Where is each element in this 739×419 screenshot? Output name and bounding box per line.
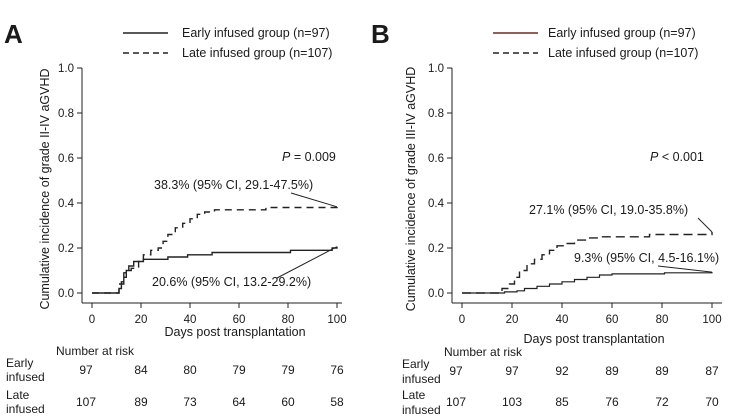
panel-b-risk-value: 76	[605, 395, 619, 409]
panel-b-legend-late-label: Late infused group (n=107)	[548, 46, 698, 60]
panel-b-risk-value: 72	[655, 395, 669, 409]
panel-a-legend-early-label: Early infused group (n=97)	[182, 26, 330, 40]
panel-a-y-axis-label: Cumulative incidence of grade II-IV aGVH…	[38, 68, 52, 309]
panel-b-leader-late	[697, 217, 713, 233]
panel-b-risk-value: 107	[446, 395, 466, 409]
panel-b-x-tick-label: 0	[459, 314, 465, 326]
panel-a-annotation-late: 38.3% (95% CI, 29.1-47.5%)	[154, 178, 313, 192]
panel-a-letter: A	[4, 19, 23, 49]
panel-a-leader-early	[276, 246, 338, 279]
panel-b-y-tick-label: 0.2	[428, 243, 444, 255]
panel-b-risk-value: 103	[502, 395, 522, 409]
panel-a-x-ticks: 0 20 40 60 80 100	[89, 303, 347, 326]
panel-b-risk-value: 85	[555, 395, 569, 409]
panel-a-curve-early	[92, 246, 338, 294]
panel-b-risk-value: 89	[655, 364, 669, 378]
panel-b-risk-value: 92	[555, 364, 569, 378]
panel-a-annotation-early: 20.6% (95% CI, 13.2-29.2%)	[152, 275, 311, 289]
panel-a-x-tick-label: 100	[327, 314, 346, 326]
panel-a-risk-table: Number at risk Early infused Late infuse…	[6, 344, 344, 416]
panel-a-risk-value: 58	[330, 395, 344, 409]
panel-a-risk-value: 79	[232, 363, 246, 377]
panel-a-risk-value: 64	[232, 395, 246, 409]
panel-a-risk-value: 60	[281, 395, 295, 409]
panel-a-risk-value: 89	[134, 395, 148, 409]
panel-b-y-axis-label: Cumulative incidence of grade III-IV aGV…	[404, 67, 418, 312]
panel-a-x-tick-label: 20	[135, 314, 148, 326]
panel-b-y-tick-label: 0.0	[428, 288, 444, 300]
panel-b-risk-value: 70	[705, 395, 719, 409]
panel-b-p-value: P < 0.001	[650, 150, 704, 164]
panel-a-legend-late-label: Late infused group (n=107)	[182, 46, 332, 60]
panel-b-risk-row-early-label-line2: infused	[402, 372, 441, 386]
panel-a-x-tick-label: 0	[89, 314, 95, 326]
panel-a-risk-row-late-label-line1: Late	[6, 388, 30, 402]
panel-b-p-text: < 0.001	[658, 150, 704, 164]
panel-a-risk-value: 107	[76, 395, 96, 409]
panel-a-leader-late	[290, 192, 338, 208]
panel-a-x-tick-label: 40	[184, 314, 197, 326]
panel-a-risk-row-late-label-line2: infused	[6, 402, 45, 416]
panel-a-y-tick-label: 0.8	[58, 108, 74, 120]
panel-a-risk-value: 76	[330, 363, 344, 377]
panel-b-x-tick-label: 100	[702, 314, 721, 326]
panel-a-risk-row-early-label-line1: Early	[6, 356, 33, 370]
panel-b-annotation-late: 27.1% (95% CI, 19.0-35.8%)	[529, 203, 688, 217]
panel-b-legend: Early infused group (n=97) Late infused …	[493, 26, 698, 60]
panel-a-y-tick-label: 0.4	[58, 198, 75, 210]
panel-b-risk-table: Number at risk Early infused Late infuse…	[402, 345, 719, 417]
panel-b-leader-early	[657, 265, 713, 273]
panel-b-risk-title: Number at risk	[444, 345, 523, 359]
panel-a-y-tick-label: 0.6	[58, 153, 74, 165]
panel-b-x-tick-label: 20	[506, 314, 519, 326]
panel-a-risk-title: Number at risk	[56, 344, 135, 358]
panel-a-y-tick-label: 1.0	[58, 63, 74, 75]
panel-a-risk-value: 80	[183, 363, 197, 377]
panel-b-risk-row-early-label-line1: Early	[402, 357, 429, 371]
panel-b-risk-value: 89	[605, 364, 619, 378]
panel-a-curve-late	[92, 206, 338, 294]
panel-a-risk-value: 79	[281, 363, 295, 377]
panel-b-x-tick-label: 40	[556, 314, 569, 326]
panel-a-x-tick-label: 80	[282, 314, 295, 326]
panel-b-y-ticks: 0.0 0.2 0.4 0.6 0.8 1.0	[428, 63, 452, 300]
panel-a: A Early infused group (n=97) Late infuse…	[4, 19, 347, 416]
panel-a-p-value: P = 0.009	[282, 150, 336, 164]
panel-a-p-label: P	[282, 150, 291, 164]
panel-b-y-tick-label: 0.6	[428, 153, 444, 165]
panel-b-p-label: P	[650, 150, 659, 164]
panel-b-letter: B	[371, 19, 390, 49]
panel-a-legend: Early infused group (n=97) Late infused …	[123, 26, 332, 60]
panel-b-annotation-early: 9.3% (95% CI, 4.5-16.1%)	[574, 251, 719, 265]
panel-b-curve-late	[462, 232, 713, 294]
panel-b-y-tick-label: 0.4	[428, 198, 445, 210]
panel-b-risk-value: 97	[449, 364, 463, 378]
panel-b-x-tick-label: 80	[656, 314, 669, 326]
panel-b-risk-row-late-label-line1: Late	[402, 388, 426, 402]
panel-b-curve-early	[462, 272, 713, 294]
panel-a-x-axis-label: Days post transplantation	[164, 325, 305, 339]
panel-a-risk-values: 97 84 80 79 79 76 107 89 73 64 60 58	[76, 363, 344, 409]
panel-a-y-tick-label: 0.0	[58, 288, 74, 300]
panel-a-y-tick-label: 0.2	[58, 243, 74, 255]
panel-a-risk-value: 84	[134, 363, 148, 377]
panel-a-risk-row-early-label-line2: infused	[6, 370, 45, 384]
panel-a-y-ticks: 0.0 0.2 0.4 0.6 0.8 1.0	[58, 63, 82, 300]
panel-b-y-tick-label: 0.8	[428, 108, 444, 120]
panel-b-x-ticks: 0 20 40 60 80 100	[459, 303, 722, 326]
panel-b-risk-row-late-label-line2: infused	[402, 403, 441, 417]
panel-b: B Early infused group (n=97) Late infuse…	[371, 19, 722, 417]
panel-a-risk-value: 97	[79, 363, 93, 377]
panel-b-legend-early-label: Early infused group (n=97)	[548, 26, 696, 40]
panel-b-risk-values: 97 97 92 89 89 87 107 103 85 76 72 70	[446, 364, 719, 409]
panel-b-x-tick-label: 60	[606, 314, 619, 326]
panel-b-x-axis-label: Days post transplantation	[523, 332, 664, 346]
panel-a-x-tick-label: 60	[233, 314, 246, 326]
panel-a-p-text: = 0.009	[290, 150, 336, 164]
panel-b-risk-value: 87	[705, 364, 719, 378]
panel-b-risk-value: 97	[505, 364, 519, 378]
panel-a-risk-value: 73	[183, 395, 197, 409]
panel-b-y-tick-label: 1.0	[428, 63, 444, 75]
